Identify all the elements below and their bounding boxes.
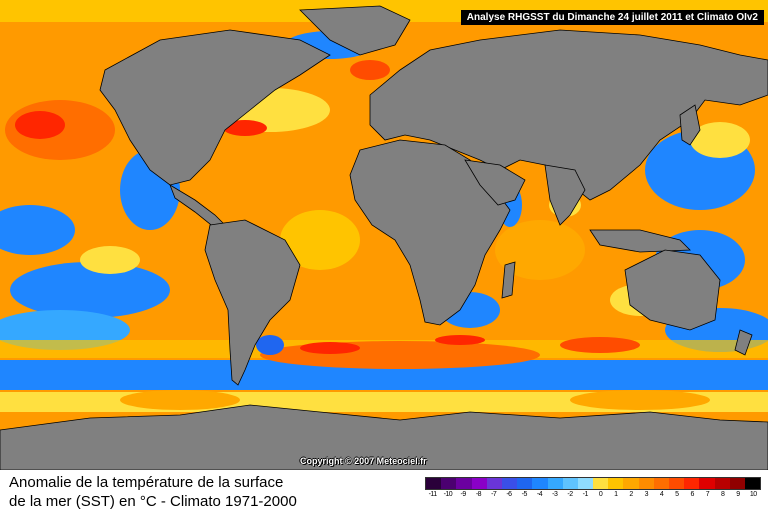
legend-tick-label: -4 [536, 491, 543, 498]
landmass-japan [679, 104, 701, 146]
legend-swatch [608, 478, 624, 489]
legend-swatch [532, 478, 548, 489]
legend-tick-label: -6 [506, 491, 512, 498]
landmass-central-america [169, 184, 226, 229]
legend-swatch [623, 478, 639, 489]
legend-tick-label: -9 [460, 491, 467, 498]
legend-swatch [653, 478, 669, 489]
copyright-notice: Copyright © 2007 Meteociel.fr [300, 456, 427, 466]
landmass-indonesia [589, 229, 691, 253]
legend-swatch [486, 478, 502, 489]
map-title: Anomalie de la température de la surface… [9, 473, 297, 511]
legend-swatch [714, 478, 730, 489]
legend-swatch [699, 478, 715, 489]
legend-swatch [426, 478, 442, 489]
legend-tick-label: 9 [736, 491, 740, 498]
legend-ticks: -11 -10 -9 -8 -7 -6 -5 -4 -3 -2 -1 0 1 2 3 4 5 6 7 8 9 10 [425, 491, 761, 498]
legend-swatch [562, 478, 578, 489]
legend-tick-label: 4 [659, 491, 664, 498]
legend-tick-label: 0 [598, 491, 603, 498]
legend-swatch [471, 478, 487, 489]
color-legend: -11 -10 -9 -8 -7 -6 -5 -4 -3 -2 -1 0 1 2 3 4 5 6 7 8 9 10 [425, 477, 761, 498]
legend-swatch [744, 478, 761, 489]
legend-tick-label: 5 [675, 491, 679, 498]
title-line-1: Anomalie de la température de la surface [9, 474, 284, 491]
landmass-south-america [204, 219, 301, 386]
legend-swatch [517, 478, 533, 489]
map-svg [0, 0, 768, 470]
legend-tick-label: 8 [720, 491, 725, 498]
landmass-arabia [464, 159, 526, 206]
landmass-madagascar [501, 261, 516, 299]
legend-tick-label: -8 [475, 491, 482, 498]
legend-tick-label: 7 [705, 491, 710, 498]
legend-tick-label: -2 [567, 491, 573, 498]
legend-swatch [684, 478, 700, 489]
legend-tick-label: -7 [491, 491, 497, 498]
sst-anomaly-map: Analyse RHGSST du Dimanche 24 juillet 20… [0, 0, 768, 470]
legend-swatch [547, 478, 563, 489]
landmass-antarctica [0, 404, 768, 470]
legend-tick-label: -5 [521, 491, 528, 498]
footer-panel: Anomalie de la température de la surface… [0, 470, 768, 512]
legend-tick-label: 6 [690, 491, 694, 498]
legend-tick-label: 3 [644, 491, 649, 498]
legend-swatch [669, 478, 685, 489]
legend-swatch [729, 478, 745, 489]
legend-swatch [501, 478, 518, 489]
legend-tick-label: 10 [749, 491, 757, 498]
title-line-2: de la mer (SST) en °C - Climato 1971-200… [9, 493, 297, 510]
land-masses [0, 5, 768, 470]
legend-swatch [593, 478, 609, 489]
legend-swatch [638, 478, 654, 489]
legend-tick-label: -11 [428, 491, 438, 498]
legend-tick-label: 2 [629, 491, 633, 498]
landmass-greenland [299, 5, 411, 56]
landmass-new-zealand [734, 329, 753, 356]
legend-swatch [456, 478, 472, 489]
legend-tick-label: -1 [582, 491, 589, 498]
legend-swatch [577, 478, 594, 489]
landmass-africa [349, 139, 511, 326]
legend-tick-label: -10 [443, 491, 453, 498]
legend-tick-label: 1 [614, 491, 618, 498]
landmass-india [544, 164, 586, 226]
legend-swatch [441, 478, 457, 489]
legend-swatches [425, 477, 761, 490]
legend-tick-label: -3 [552, 491, 558, 498]
landmass-australia [624, 249, 721, 331]
analysis-banner: Analyse RHGSST du Dimanche 24 juillet 20… [460, 10, 764, 25]
landmass-north-america [99, 29, 331, 186]
